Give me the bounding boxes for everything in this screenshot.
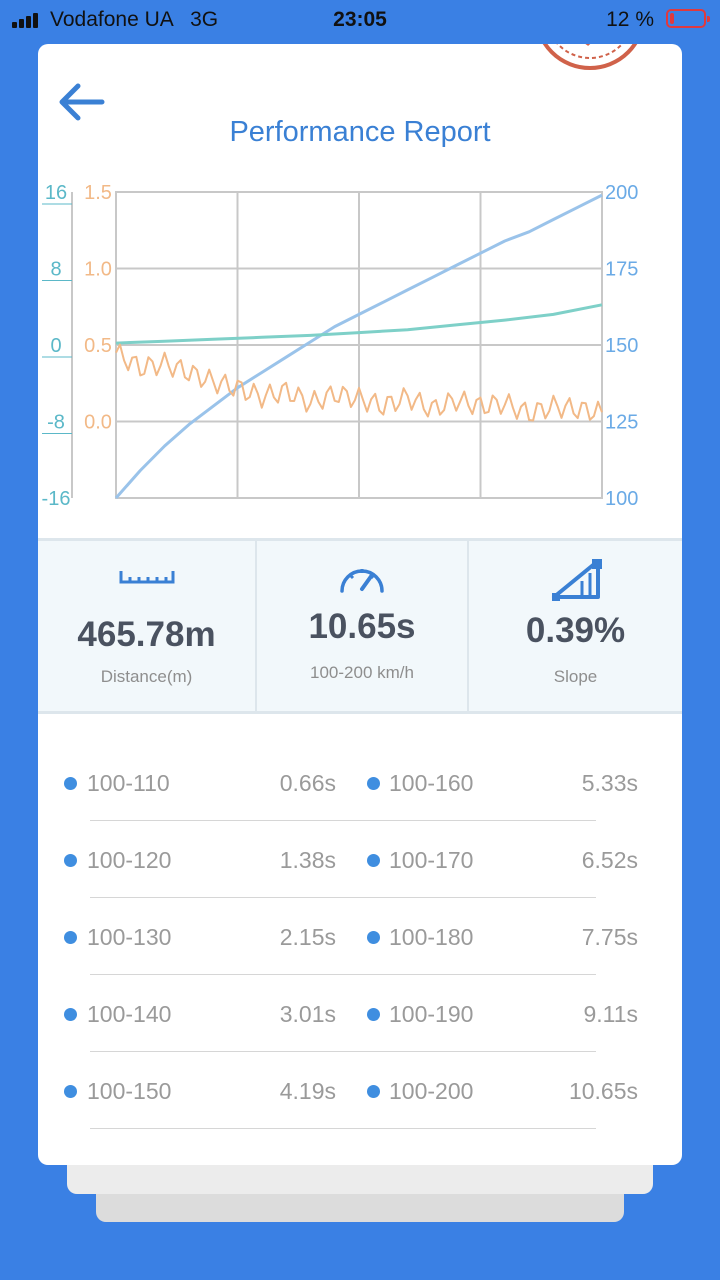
battery-icon [666, 9, 710, 28]
stat-value: 0.39% [525, 611, 626, 650]
right-axis-tick: 200 [605, 182, 638, 204]
right-axis-tick: 175 [605, 259, 638, 281]
split-time: 7.75s [581, 924, 638, 950]
list-item: 100-150 4.19s 100-200 10.65s [38, 1052, 682, 1129]
split-time: 2.15s [279, 924, 336, 950]
split-range: 100-200 [389, 1078, 474, 1104]
left-axis-1-tick: 0 [50, 335, 61, 357]
battery-percent: 12 % [606, 8, 654, 31]
speed-line [114, 193, 603, 499]
right-axis-tick: 125 [605, 412, 638, 434]
right-axis-tick: 100 [605, 488, 638, 507]
list-item: 100-110 0.66s 100-160 5.33s [38, 744, 682, 821]
left-axis-1-tick: -8 [47, 412, 65, 434]
carrier-label: Vodafone UA 3G [50, 8, 219, 31]
back-button[interactable] [56, 82, 108, 126]
list-item: 100-120 1.38s 100-170 6.52s [38, 821, 682, 898]
arrow-left-icon [59, 83, 105, 121]
left-axis-1-tick: 8 [50, 259, 61, 281]
split-range: 100-150 [87, 1078, 172, 1104]
left-axis-2-tick: 1.5 [84, 182, 112, 204]
stamp-logo-icon [542, 44, 638, 70]
signal-icon [12, 12, 46, 28]
left-axis-2-tick: 0.0 [84, 412, 112, 434]
status-time: 23:05 [333, 8, 387, 31]
split-range: 100-120 [87, 847, 172, 873]
status-bar: Vodafone UA 3G 23:05 12 % [0, 0, 720, 40]
split-time: 3.01s [279, 1001, 336, 1027]
stats-panel: 465.78m Distance(m) 10.65s 100-200 km/h … [38, 538, 682, 714]
right-axis-tick: 150 [605, 335, 638, 357]
report-card: Performance Report 16 8 0 -8 -16 1.5 1.0 0.5 0.0… [38, 44, 682, 1165]
left-axis-1-tick: -16 [42, 488, 71, 507]
chart-series [114, 193, 603, 499]
split-range: 100-180 [389, 924, 474, 950]
list-item: 100-130 2.15s 100-180 7.75s [38, 898, 682, 975]
ruler-icon [119, 571, 174, 584]
split-time: 1.38s [279, 847, 336, 873]
stat-distance: 465.78m Distance(m) [38, 541, 255, 711]
split-range: 100-160 [389, 770, 474, 796]
split-range: 100-190 [389, 1001, 474, 1027]
left-axis-2-tick: 0.5 [84, 335, 112, 357]
slope-icon [551, 559, 602, 601]
split-range: 100-110 [87, 770, 170, 796]
chart-axes: 16 8 0 -8 -16 1.5 1.0 0.5 0.0 200 175 150 125 100 [42, 182, 639, 507]
stat-value: 465.78m [77, 615, 216, 654]
left-axis-2-tick: 1.0 [84, 259, 112, 281]
stat-label: Slope [553, 667, 598, 686]
slope-line [115, 303, 603, 345]
split-time: 10.65s [568, 1078, 638, 1104]
stat-label: 100-200 km/h [310, 663, 414, 682]
page-title: Performance Report [229, 116, 491, 148]
stat-slope: 0.39% Slope [469, 541, 682, 711]
split-range: 100-130 [87, 924, 172, 950]
split-time: 0.66s [279, 770, 336, 796]
acceleration-line [115, 343, 603, 422]
split-time: 4.19s [279, 1078, 336, 1104]
chart-grid [115, 191, 603, 499]
split-range: 100-140 [87, 1001, 172, 1027]
left-axis-1-tick: 16 [45, 182, 67, 204]
split-range: 100-170 [389, 847, 474, 873]
split-time: 6.52s [581, 847, 638, 873]
stat-label: Distance(m) [100, 667, 193, 686]
performance-chart: 16 8 0 -8 -16 1.5 1.0 0.5 0.0 200 175 150 125 100 [42, 182, 639, 507]
split-time: 5.33s [581, 770, 638, 796]
split-time: 9.11s [583, 1001, 638, 1027]
speedometer-icon [340, 569, 384, 593]
list-item: 100-140 3.01s 100-190 9.11s [38, 975, 682, 1052]
stat-acceleration: 10.65s 100-200 km/h [257, 541, 467, 711]
stat-value: 10.65s [308, 607, 416, 646]
